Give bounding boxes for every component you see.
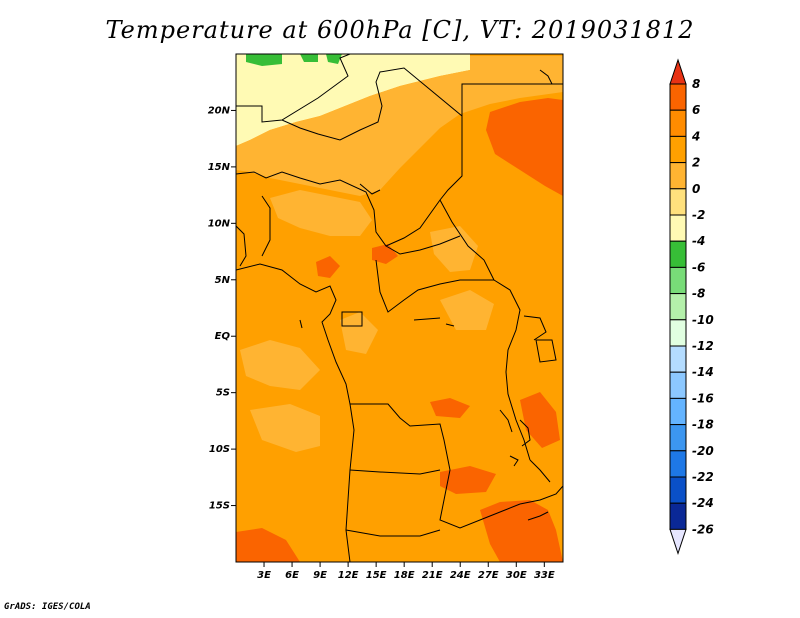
lon-tick-label: 12E <box>338 570 359 581</box>
colorbar-label: -24 <box>692 496 714 510</box>
lat-tick-label: 10S <box>209 444 230 455</box>
colorbar-swatch <box>669 83 687 111</box>
colorbar-label: -14 <box>692 365 714 379</box>
colorbar-label: -8 <box>692 287 705 301</box>
grads-credit: GrADS: IGES/COLA <box>4 602 91 612</box>
colorbar-swatch <box>669 345 687 373</box>
colorbar-label: -4 <box>692 234 705 248</box>
country-borders <box>236 54 563 562</box>
colorbar-label: -26 <box>692 522 714 536</box>
lon-tick-label: 21E <box>422 570 443 581</box>
lat-tick-label: EQ <box>215 331 231 342</box>
colorbar-swatch <box>669 188 687 216</box>
colorbar-swatch <box>669 476 687 504</box>
colorbar-swatch <box>669 424 687 452</box>
latitude-axis: 20N 15N 10N 5N EQ 5S 10S 15S <box>208 105 236 512</box>
colorbar-label: -22 <box>692 470 714 484</box>
colorbar-label: -6 <box>692 260 705 274</box>
lon-tick-label: 24E <box>450 570 471 581</box>
lat-tick-label: 5N <box>215 275 231 286</box>
lon-tick-label: 15E <box>366 570 387 581</box>
lat-tick-label: 15N <box>208 162 231 173</box>
colorbar-bottom-arrow <box>669 528 687 555</box>
map-title: Temperature at 600hPa [C], VT: 201903181… <box>105 16 695 44</box>
colorbar-label: -10 <box>692 313 714 327</box>
colorbar-label: -18 <box>692 418 714 432</box>
colorbar-swatch <box>669 371 687 399</box>
colorbar-label: 6 <box>692 103 700 117</box>
lon-tick-label: 33E <box>534 570 555 581</box>
lat-tick-label: 5S <box>216 388 230 399</box>
lat-tick-label: 20N <box>208 105 231 116</box>
colorbar-swatch <box>669 450 687 478</box>
lon-tick-label: 3E <box>257 570 271 581</box>
colorbar-swatch <box>669 502 687 530</box>
map-frame <box>235 53 564 563</box>
colorbar-label: 4 <box>691 129 700 143</box>
colorbar-label: -2 <box>692 208 705 222</box>
lat-tick-label: 10N <box>208 218 231 229</box>
colorbar-swatch <box>669 135 687 164</box>
lon-tick-label: 9E <box>313 570 327 581</box>
lon-tick-label: 27E <box>478 570 499 581</box>
colorbar: 8 6 4 2 0 -2 -4 -6 -8 -10 -12 -14 -16 -18 -20 -22 -24 -26 <box>669 58 714 555</box>
colorbar-label: 2 <box>692 156 700 170</box>
lon-tick-label: 18E <box>394 570 415 581</box>
temperature-field <box>236 54 563 562</box>
colorbar-swatch <box>669 109 687 137</box>
colorbar-label: -12 <box>692 339 714 353</box>
colorbar-top-arrow <box>669 58 687 85</box>
colorbar-swatch <box>669 397 687 426</box>
longitude-axis: 3E 6E 9E 12E 15E 18E 21E 24E 27E 30E 33E <box>257 562 555 581</box>
lat-tick-label: 15S <box>209 501 230 512</box>
colorbar-swatch <box>669 240 687 268</box>
colorbar-label: 8 <box>692 77 700 91</box>
colorbar-swatch <box>669 319 687 347</box>
colorbar-label: -16 <box>692 391 714 405</box>
colorbar-swatch <box>669 214 687 242</box>
lon-tick-label: 6E <box>285 570 299 581</box>
colorbar-swatch <box>669 293 687 321</box>
colorbar-swatch <box>669 162 687 190</box>
lon-tick-label: 30E <box>506 570 527 581</box>
colorbar-label: 0 <box>692 182 700 196</box>
colorbar-swatch <box>669 266 687 295</box>
colorbar-label: -20 <box>692 444 714 458</box>
